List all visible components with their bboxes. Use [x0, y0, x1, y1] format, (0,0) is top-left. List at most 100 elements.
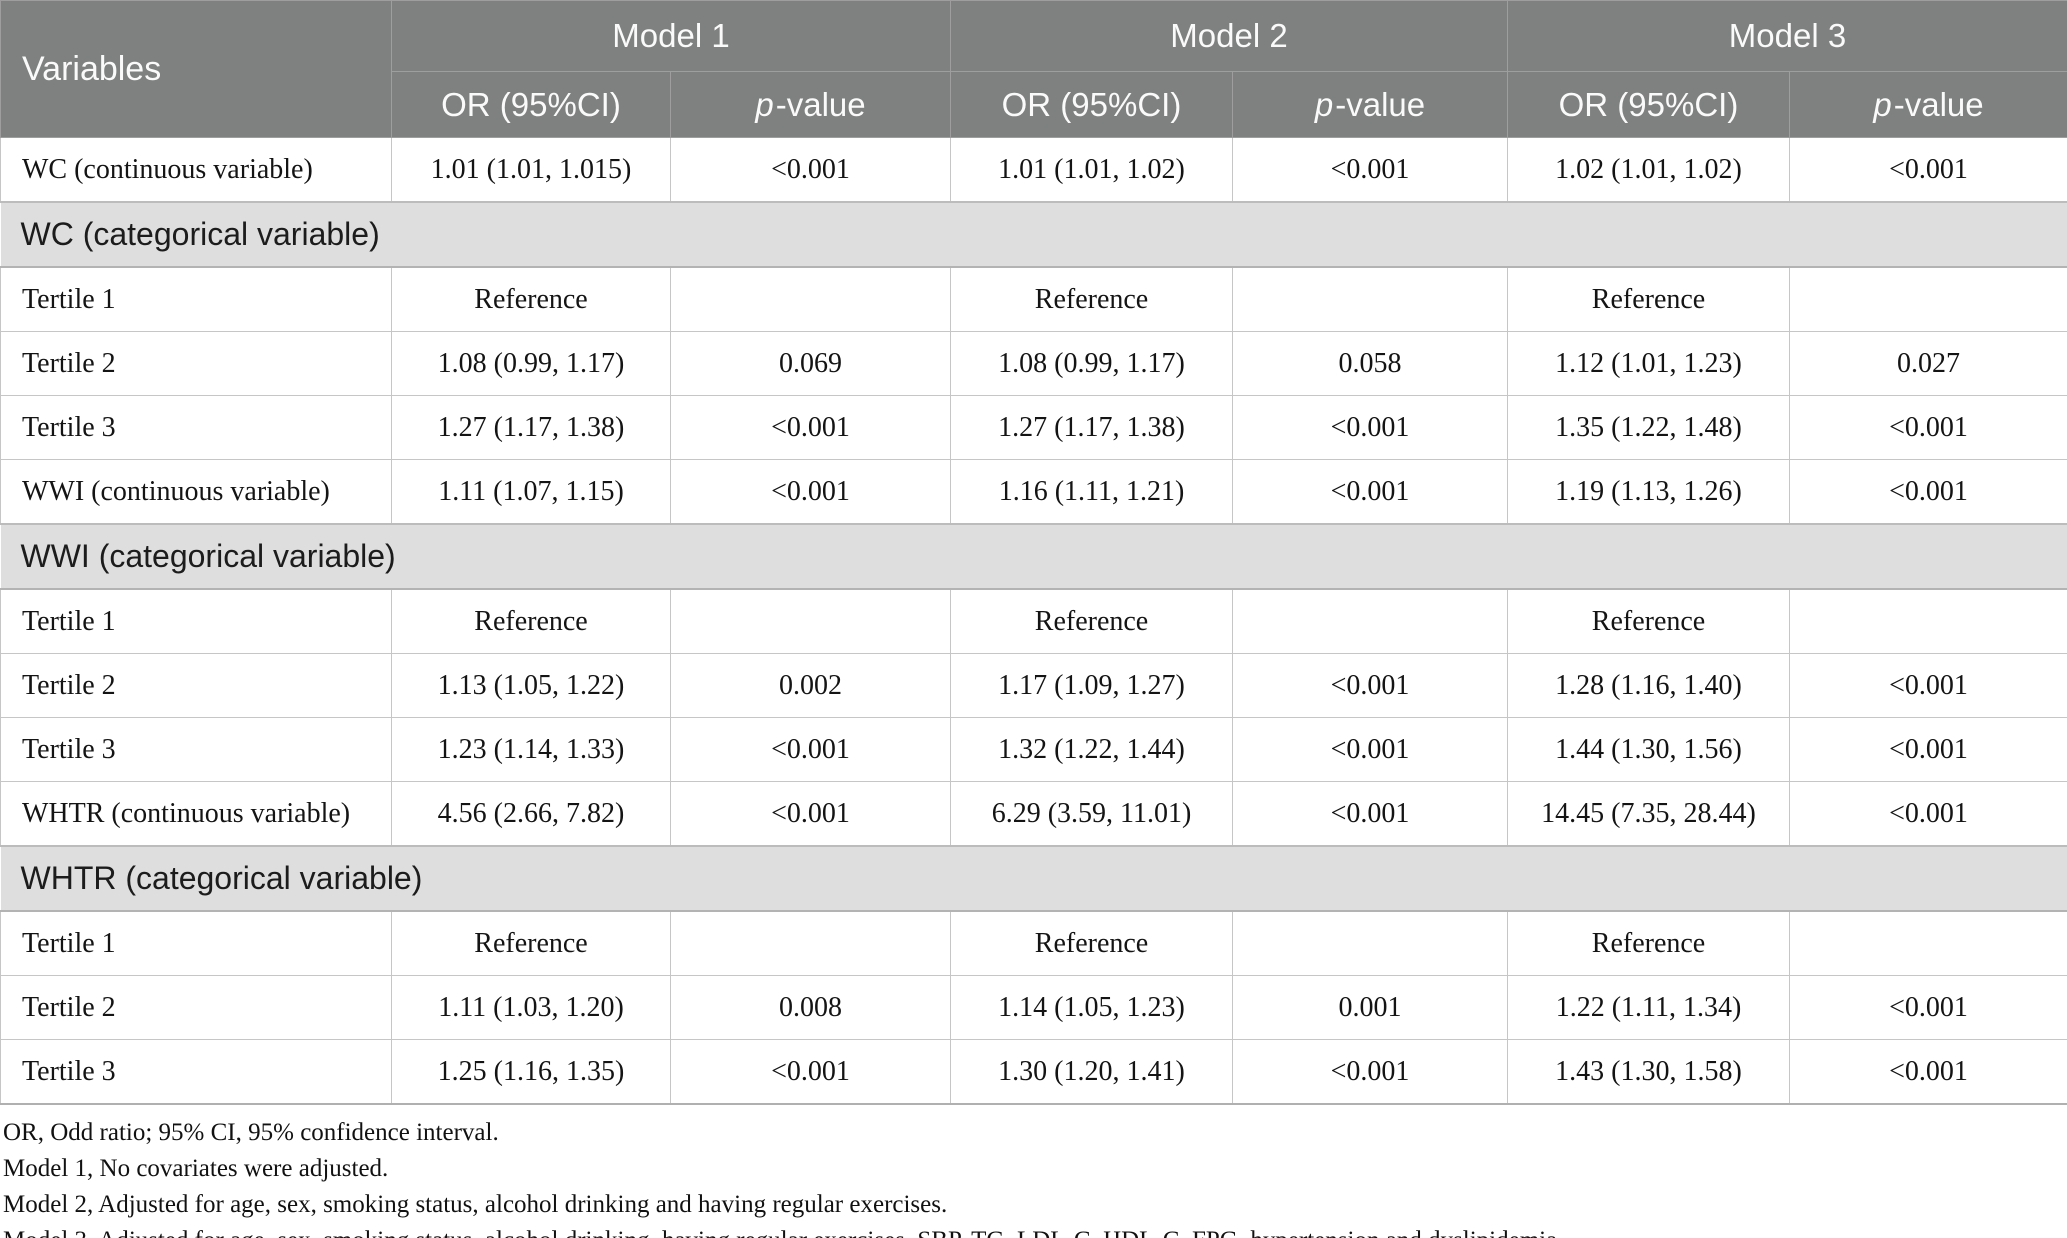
p-italic: p	[755, 85, 774, 123]
or-cell: Reference	[950, 266, 1233, 332]
or-cell: 4.56 (2.66, 7.82)	[391, 781, 671, 847]
row-label: Tertile 3	[0, 717, 392, 782]
or-cell: 1.12 (1.01, 1.23)	[1507, 331, 1790, 396]
p-cell: <0.001	[670, 459, 951, 525]
p-cell: <0.001	[670, 137, 951, 203]
table-row: Tertile 1 Reference Reference Reference	[0, 588, 2067, 654]
p-cell: <0.001	[670, 717, 951, 782]
p-cell: <0.001	[1789, 395, 2067, 460]
or-cell: 14.45 (7.35, 28.44)	[1507, 781, 1790, 847]
p-cell: <0.001	[1789, 459, 2067, 525]
or-cell: 1.22 (1.11, 1.34)	[1507, 975, 1790, 1040]
section-row: WHTR (categorical variable)	[0, 845, 2067, 912]
p-cell	[670, 588, 951, 654]
row-label: WHTR (continuous variable)	[0, 781, 392, 847]
or-cell: 1.30 (1.20, 1.41)	[950, 1039, 1233, 1105]
p-cell: 0.002	[670, 653, 951, 718]
or-cell: Reference	[950, 588, 1233, 654]
footnote-line: Model 2, Adjusted for age, sex, smoking …	[3, 1191, 948, 1218]
table-row: Tertile 2 1.11 (1.03, 1.20) 0.008 1.14 (…	[0, 975, 2067, 1040]
row-label: Tertile 1	[0, 588, 392, 654]
section-row: WC (categorical variable)	[0, 201, 2067, 268]
p-cell: <0.001	[1232, 1039, 1508, 1105]
footnotes: OR, Odd ratio; 95% CI, 95% confidence in…	[0, 1105, 2067, 1238]
table-row: WHTR (continuous variable) 4.56 (2.66, 7…	[0, 781, 2067, 847]
results-table: Variables Model 1 Model 2 Model 3 OR (95…	[0, 0, 2067, 1105]
p-cell	[1789, 910, 2067, 976]
p-cell: <0.001	[1232, 717, 1508, 782]
row-label: Tertile 1	[0, 266, 392, 332]
p-cell	[1232, 910, 1508, 976]
p-cell: <0.001	[1789, 1039, 2067, 1105]
model2-or-header: OR (95%CI)	[950, 71, 1233, 138]
table-row: Tertile 3 1.25 (1.16, 1.35) <0.001 1.30 …	[0, 1039, 2067, 1105]
p-cell: <0.001	[1789, 653, 2067, 718]
model1-or-header: OR (95%CI)	[391, 71, 671, 138]
p-cell: <0.001	[670, 1039, 951, 1105]
table-header: Variables Model 1 Model 2 Model 3 OR (95…	[0, 0, 2067, 138]
header-row-measures: OR (95%CI) p-value OR (95%CI) p-value OR…	[1, 71, 2067, 138]
table-row: WWI (continuous variable) 1.11 (1.07, 1.…	[0, 459, 2067, 525]
p-cell	[1232, 266, 1508, 332]
p-cell: 0.008	[670, 975, 951, 1040]
table-row: Tertile 1 Reference Reference Reference	[0, 910, 2067, 976]
p-cell: 0.058	[1232, 331, 1508, 396]
p-cell: <0.001	[670, 395, 951, 460]
table-body: WC (continuous variable) 1.01 (1.01, 1.0…	[0, 137, 2067, 1105]
footnote-line: OR, Odd ratio; 95% CI, 95% confidence in…	[3, 1119, 499, 1146]
p-cell	[670, 266, 951, 332]
or-cell: 1.43 (1.30, 1.58)	[1507, 1039, 1790, 1105]
row-label: WWI (continuous variable)	[0, 459, 392, 525]
p-suffix: -value	[1893, 85, 1984, 123]
p-cell: <0.001	[1232, 653, 1508, 718]
row-label: Tertile 3	[0, 1039, 392, 1105]
p-italic: p	[1873, 85, 1892, 123]
p-cell	[1232, 588, 1508, 654]
or-cell: Reference	[1507, 910, 1790, 976]
or-cell: 1.16 (1.11, 1.21)	[950, 459, 1233, 525]
or-cell: Reference	[391, 266, 671, 332]
or-cell: 6.29 (3.59, 11.01)	[950, 781, 1233, 847]
model3-or-header: OR (95%CI)	[1507, 71, 1790, 138]
row-label: Tertile 2	[0, 653, 392, 718]
p-cell: <0.001	[1789, 137, 2067, 203]
or-cell: 1.02 (1.01, 1.02)	[1507, 137, 1790, 203]
table-row: Tertile 3 1.23 (1.14, 1.33) <0.001 1.32 …	[0, 717, 2067, 782]
or-cell: 1.32 (1.22, 1.44)	[950, 717, 1233, 782]
p-cell: <0.001	[670, 781, 951, 847]
model1-pvalue-header: p-value	[670, 71, 951, 138]
section-row-label: WC (categorical variable)	[0, 201, 2067, 268]
or-cell: 1.19 (1.13, 1.26)	[1507, 459, 1790, 525]
p-cell: 0.027	[1789, 331, 2067, 396]
or-cell: 1.01 (1.01, 1.02)	[950, 137, 1233, 203]
model2-header: Model 2	[950, 0, 1508, 72]
or-cell: 1.11 (1.03, 1.20)	[391, 975, 671, 1040]
or-cell: Reference	[1507, 588, 1790, 654]
or-cell: 1.25 (1.16, 1.35)	[391, 1039, 671, 1105]
p-cell: <0.001	[1232, 395, 1508, 460]
section-row-label: WWI (categorical variable)	[0, 523, 2067, 590]
or-cell: 1.27 (1.17, 1.38)	[391, 395, 671, 460]
table-row: Tertile 2 1.08 (0.99, 1.17) 0.069 1.08 (…	[0, 331, 2067, 396]
model3-pvalue-header: p-value	[1789, 71, 2067, 138]
table-row: WC (continuous variable) 1.01 (1.01, 1.0…	[0, 137, 2067, 203]
or-cell: Reference	[391, 588, 671, 654]
footnote-line: Model 3, Adjusted for age, sex, smoking …	[3, 1223, 2061, 1238]
or-cell: Reference	[1507, 266, 1790, 332]
or-cell: 1.35 (1.22, 1.48)	[1507, 395, 1790, 460]
or-cell: Reference	[950, 910, 1233, 976]
or-cell: 1.44 (1.30, 1.56)	[1507, 717, 1790, 782]
p-cell: 0.001	[1232, 975, 1508, 1040]
or-cell: 1.01 (1.01, 1.015)	[391, 137, 671, 203]
p-cell: <0.001	[1789, 717, 2067, 782]
row-label: WC (continuous variable)	[0, 137, 392, 203]
p-cell	[1789, 266, 2067, 332]
or-cell: 1.08 (0.99, 1.17)	[950, 331, 1233, 396]
p-cell: 0.069	[670, 331, 951, 396]
table-row: Tertile 2 1.13 (1.05, 1.22) 0.002 1.17 (…	[0, 653, 2067, 718]
or-cell: 1.13 (1.05, 1.22)	[391, 653, 671, 718]
or-cell: 1.27 (1.17, 1.38)	[950, 395, 1233, 460]
p-cell: <0.001	[1232, 459, 1508, 525]
or-cell: Reference	[391, 910, 671, 976]
